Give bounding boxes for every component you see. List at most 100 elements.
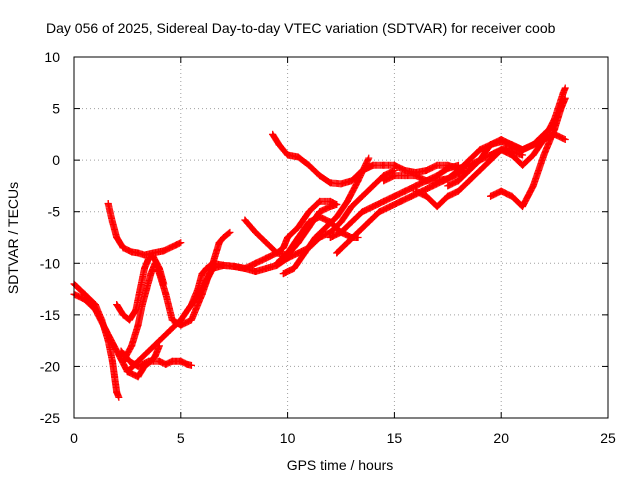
data-point (128, 248, 136, 256)
data-point (508, 192, 516, 200)
data-point (262, 239, 270, 247)
data-point (390, 161, 398, 169)
data-point (305, 244, 313, 252)
data-point (444, 161, 452, 169)
y-axis-label: SDTVAR / TECUs (5, 182, 21, 294)
data-point (354, 177, 362, 185)
data-point (126, 316, 134, 324)
data-point (168, 357, 176, 365)
data-point (91, 306, 99, 314)
data-point (337, 180, 345, 188)
data-point (422, 177, 430, 185)
series-trace (104, 200, 184, 259)
data-point (187, 301, 195, 309)
y-tick-label: -25 (40, 410, 60, 426)
data-point (561, 136, 569, 144)
data-point (273, 259, 281, 267)
data-point (305, 218, 313, 226)
data-point (476, 156, 484, 164)
series-track-21 (487, 84, 569, 169)
data-point (375, 208, 383, 216)
data-point (497, 187, 505, 195)
data-point (337, 228, 345, 236)
data-point (561, 84, 569, 92)
y-tick-label: 10 (44, 49, 60, 65)
data-point (145, 254, 153, 262)
data-point (294, 153, 302, 161)
data-point (241, 264, 249, 272)
data-point (551, 115, 559, 123)
data-point (444, 175, 452, 183)
data-point (134, 373, 142, 381)
data-point (390, 192, 398, 200)
data-point (138, 301, 146, 309)
data-point (454, 187, 462, 195)
data-point (412, 172, 420, 180)
data-point (305, 208, 313, 216)
data-point (476, 166, 484, 174)
data-point (155, 357, 163, 365)
data-point (333, 249, 341, 257)
chart-title: Day 056 of 2025, Sidereal Day-to-day VTE… (46, 20, 556, 36)
data-point (166, 326, 174, 334)
y-tick-label: -5 (48, 204, 61, 220)
data-point (487, 151, 495, 159)
data-point (559, 89, 567, 97)
data-point (284, 254, 292, 262)
data-point (273, 249, 281, 257)
data-point (540, 136, 548, 144)
data-point (529, 141, 537, 149)
data-point (343, 197, 351, 205)
data-point (519, 146, 527, 154)
data-point (358, 208, 366, 216)
data-point (380, 177, 388, 185)
data-point (294, 234, 302, 241)
data-point (215, 239, 223, 247)
data-point (113, 301, 121, 309)
x-axis-label: GPS time / hours (287, 457, 394, 473)
series-track-9 (241, 197, 341, 257)
data-point (529, 182, 537, 190)
data-point (275, 141, 283, 149)
data-point (123, 368, 131, 376)
data-point (316, 197, 324, 205)
x-tick-label: 25 (600, 430, 616, 446)
data-point (119, 357, 127, 365)
data-point (294, 223, 302, 231)
data-point (529, 151, 537, 159)
data-point (508, 141, 516, 149)
data-point (326, 234, 334, 241)
data-point (183, 360, 191, 368)
data-point (119, 244, 127, 252)
data-point (465, 177, 473, 185)
data-point (279, 270, 287, 278)
data-point (177, 239, 185, 247)
data-point (187, 316, 195, 324)
data-point (140, 251, 148, 259)
y-tick-label: -20 (40, 358, 60, 374)
data-point (136, 285, 144, 293)
y-tick-label: -15 (40, 307, 60, 323)
data-point (290, 264, 298, 272)
data-point (326, 179, 334, 187)
data-point (294, 249, 302, 257)
data-point (162, 360, 170, 368)
data-point (108, 218, 116, 226)
x-tick-label: 10 (280, 430, 296, 446)
data-point (422, 166, 430, 174)
data-point (284, 151, 292, 159)
data-point (365, 154, 373, 162)
data-point (422, 192, 430, 200)
data-point (187, 361, 195, 369)
data-point (262, 264, 270, 272)
data-point (465, 166, 473, 174)
data-point (81, 295, 89, 303)
data-point (113, 234, 121, 241)
data-point (519, 161, 527, 169)
data-point (497, 146, 505, 154)
axis-ticks: 0 5 10 15 20 25 -25 -20 -15 -10 -5 0 5 10 (40, 49, 616, 446)
data-point (115, 393, 123, 401)
data-point (337, 218, 345, 226)
data-point (433, 161, 441, 169)
